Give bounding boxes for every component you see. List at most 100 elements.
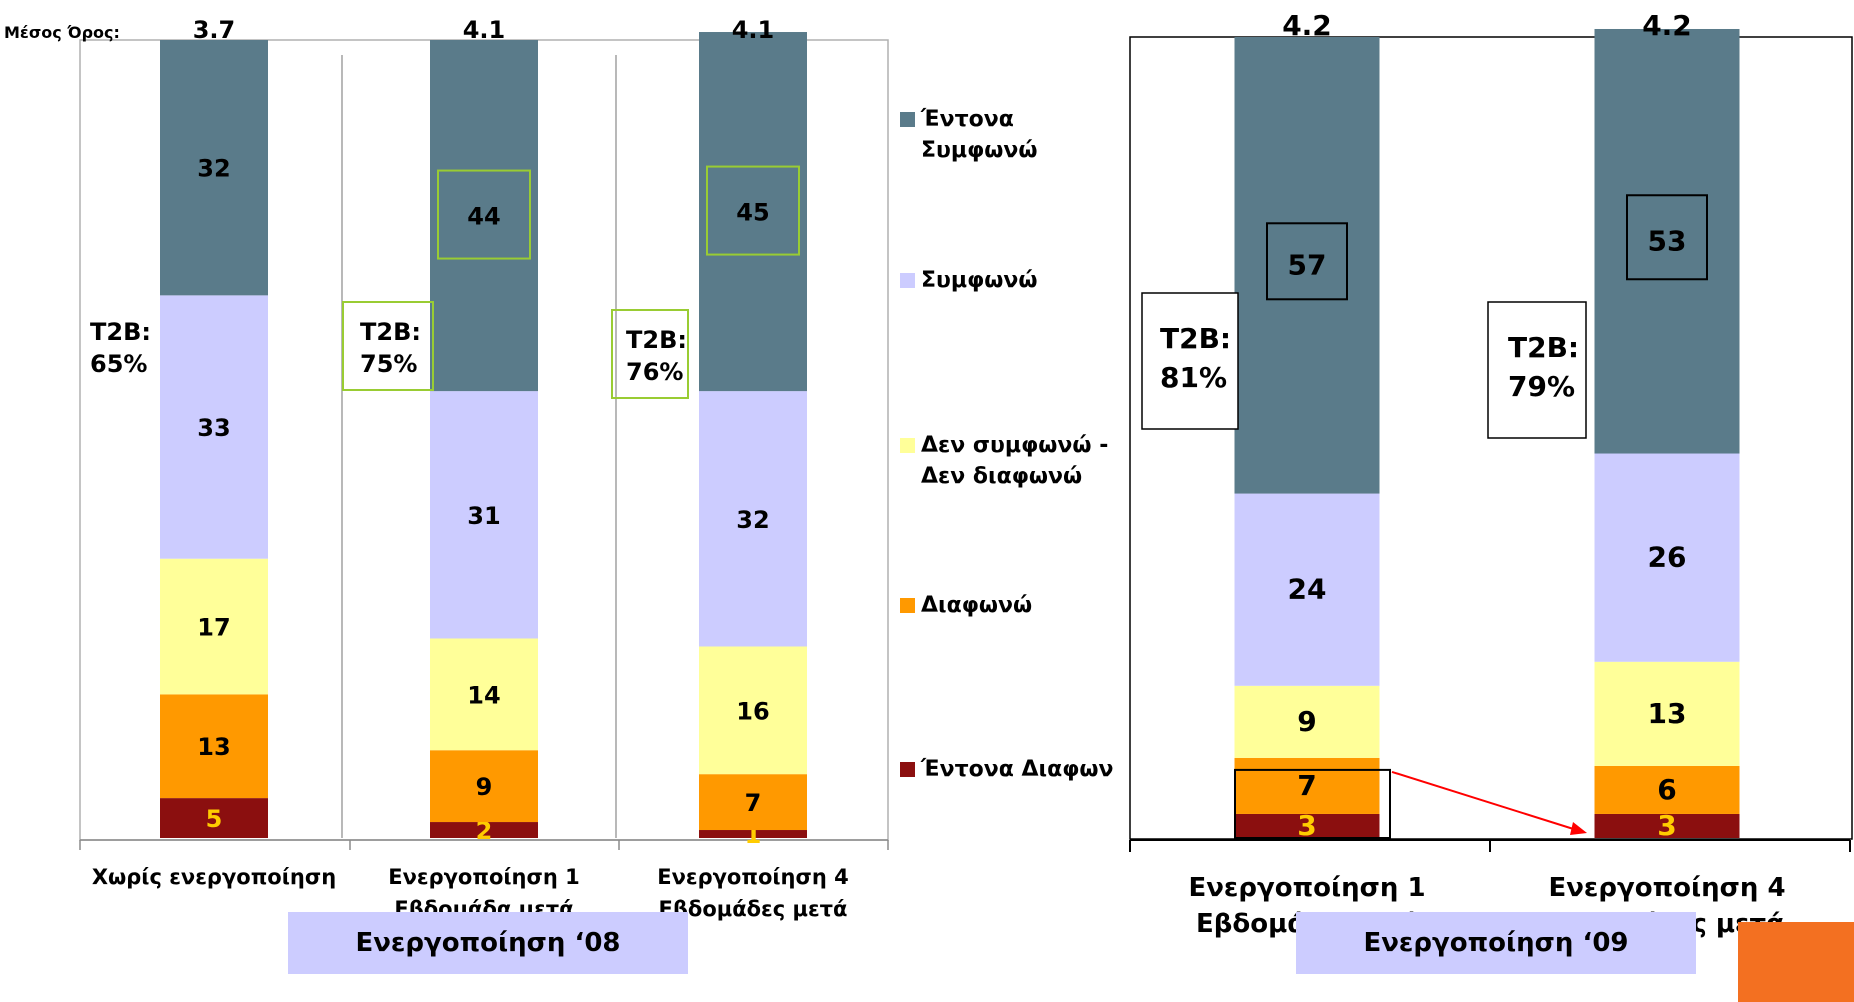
right-category-label: Ενεργοποίηση 4 [1548, 873, 1785, 903]
right-t2b-value: 79% [1508, 370, 1575, 403]
right-highlight-box [1626, 194, 1708, 281]
right-data-label: 3 [1297, 809, 1316, 842]
left-bar-disagree [699, 774, 807, 831]
left-data-label: 17 [197, 614, 230, 642]
right-bar-agree [1234, 493, 1380, 686]
right-bar-disagree [1234, 757, 1380, 814]
right-t2b-label: T2B: [1508, 331, 1579, 364]
legend-item-disagree: Διαφωνώ [900, 590, 1032, 621]
legend-label: Διαφωνώ [921, 593, 1033, 618]
legend-swatch [900, 438, 915, 453]
left-t2b-value: 76% [626, 358, 683, 386]
left-category-label: Εβδομάδες μετά [659, 897, 848, 921]
left-bar-disagree [160, 694, 268, 799]
right-data-label: 26 [1648, 541, 1687, 574]
right-bar-agree [1594, 453, 1740, 662]
left-data-label: 9 [476, 773, 493, 801]
banner-activation-09: Ενεργοποίηση ‘09 [1296, 912, 1696, 974]
right-t2b-label: T2B: [1160, 322, 1231, 355]
legend-label: Έντονα Διαφων [921, 757, 1114, 782]
left-t2b-value: 65% [90, 350, 147, 378]
left-t2b-box [611, 309, 689, 399]
legend-swatch [900, 598, 915, 613]
right-t2b-box [1141, 292, 1239, 430]
left-bar-neutral [699, 646, 807, 775]
right-data-label: 57 [1288, 248, 1327, 281]
left-category-label: Χωρίς ενεργοποίηση [92, 865, 336, 889]
left-bar-strongly_disagree [699, 830, 807, 838]
legend-item-strongly-agree: Έντονα Συμφωνώ [900, 104, 1038, 166]
banner-activation-08: Ενεργοποίηση ‘08 [288, 912, 688, 974]
left-data-label: 31 [467, 502, 500, 530]
legend-label: Έντονα Συμφωνώ [921, 107, 1038, 163]
right-bar-strongly_agree [1594, 28, 1740, 454]
left-mean-value: 3.7 [193, 16, 236, 44]
left-data-label: 33 [197, 414, 230, 442]
left-bar-disagree [430, 750, 538, 823]
right-data-label: 13 [1648, 697, 1687, 730]
left-highlight-box [437, 169, 531, 260]
right-data-label: 6 [1657, 773, 1676, 806]
comparison-arrow-line [1391, 770, 1584, 833]
left-data-label: 5 [206, 805, 223, 833]
right-t2b-box [1487, 301, 1587, 439]
right-bar-neutral [1234, 685, 1380, 758]
right-bar-neutral [1594, 661, 1740, 766]
right-bar-strongly_agree [1234, 37, 1380, 494]
left-data-label: 44 [467, 203, 500, 231]
left-data-label: 2 [476, 817, 493, 845]
left-bar-neutral [160, 558, 268, 695]
right-mean-value: 4.2 [1282, 9, 1332, 42]
left-bar-strongly_agree [430, 40, 538, 392]
left-data-label: 13 [197, 733, 230, 761]
left-bar-strongly_agree [160, 40, 268, 296]
legend-item-neutral: Δεν συμφωνώ - Δεν διαφωνώ [900, 430, 1108, 492]
right-mean-value: 4.2 [1642, 9, 1692, 42]
right-data-label: 24 [1288, 573, 1327, 606]
left-highlight-box [706, 165, 800, 256]
legend-label: Δεν συμφωνώ - Δεν διαφωνώ [921, 433, 1109, 489]
legend-item-agree: Συμφωνώ [900, 265, 1038, 296]
legend-label: Συμφωνώ [921, 268, 1038, 293]
legend-swatch [900, 762, 915, 777]
right-data-label: 9 [1297, 705, 1316, 738]
left-bar-strongly_disagree [430, 822, 538, 838]
left-t2b-label: T2B: [90, 318, 151, 346]
right-data-label: 3 [1657, 809, 1676, 842]
right-t2b-value: 81% [1160, 361, 1227, 394]
left-data-label: 7 [745, 789, 762, 817]
left-data-label: 32 [197, 155, 230, 183]
left-t2b-value: 75% [360, 350, 417, 378]
left-bar-strongly_agree [699, 32, 807, 392]
comparison-arrow-head [1570, 822, 1587, 835]
left-mean-value: 4.1 [732, 16, 775, 44]
left-bar-agree [699, 391, 807, 647]
right-data-label: 7 [1297, 769, 1316, 802]
right-bottom-highlight-box [1234, 768, 1391, 840]
left-bar-neutral [430, 638, 538, 751]
left-t2b-label: T2B: [626, 326, 687, 354]
left-bar-agree [160, 295, 268, 559]
left-bar-strongly_disagree [160, 798, 268, 838]
left-data-label: 45 [736, 199, 769, 227]
legend-swatch [900, 273, 915, 288]
right-highlight-box [1266, 222, 1348, 301]
gfk-logo [1738, 922, 1854, 1002]
legend-item-strongly-disagree: Έντονα Διαφων [900, 754, 1114, 785]
left-t2b-box [342, 301, 434, 391]
right-data-label: 53 [1648, 224, 1687, 257]
left-category-label: Ενεργοποίηση 4 [657, 865, 849, 889]
left-data-label: 32 [736, 506, 769, 534]
left-data-label: 16 [736, 697, 769, 725]
left-data-label: 14 [467, 681, 500, 709]
left-t2b-label: T2B: [360, 318, 421, 346]
legend-swatch [900, 112, 915, 127]
left-bar-agree [430, 391, 538, 639]
left-category-label: Ενεργοποίηση 1 [388, 865, 580, 889]
left-mean-value: 4.1 [463, 16, 506, 44]
right-bar-strongly_disagree [1234, 813, 1380, 838]
mean-label: Μέσος Όρος: [4, 23, 120, 42]
right-bar-strongly_disagree [1594, 813, 1740, 838]
right-bar-disagree [1594, 765, 1740, 814]
